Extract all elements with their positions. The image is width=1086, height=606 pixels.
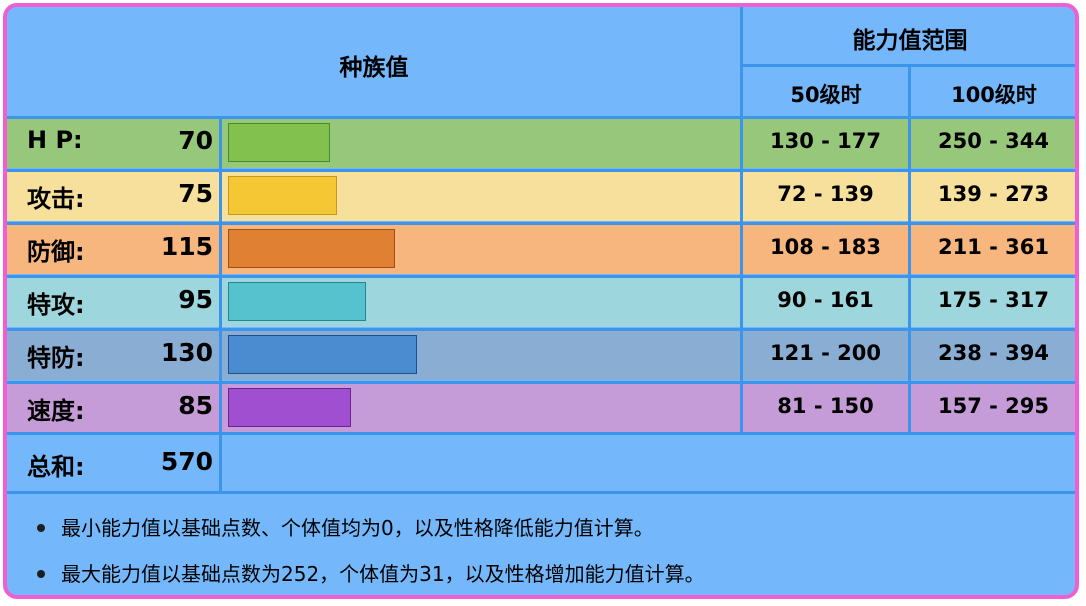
range-lv50: 81 - 150 xyxy=(777,394,874,418)
stat-value: 115 xyxy=(160,232,213,261)
range-lv100: 175 - 317 xyxy=(937,288,1049,312)
range-lv100: 211 - 361 xyxy=(937,235,1049,259)
stat-row: 特攻: 95 90 - 161 175 - 317 xyxy=(7,278,1075,327)
notes: 最小能力值以基础点数、个体值均为0，以及性格降低能力值计算。 最大能力值以基础点… xyxy=(7,494,1075,595)
range-lv50: 108 - 183 xyxy=(769,235,881,259)
stat-label: 速度: xyxy=(27,397,85,425)
grid-line xyxy=(7,432,1075,435)
grid-line xyxy=(7,328,1075,331)
stat-value: 70 xyxy=(178,126,213,155)
stat-value: 95 xyxy=(178,285,213,314)
stat-row: 攻击: 75 72 - 139 139 - 273 xyxy=(7,172,1075,221)
total-label: 总和: xyxy=(27,453,85,481)
grid-line xyxy=(7,169,1075,172)
range-lv50: 90 - 161 xyxy=(777,288,874,312)
grid-line xyxy=(740,7,743,435)
stat-label: H P: xyxy=(27,126,83,154)
grid-line xyxy=(7,222,1075,225)
stat-label: 特防: xyxy=(27,344,85,372)
level50-header: 50级时 xyxy=(790,83,862,107)
base-stats-header: 种族值 xyxy=(339,55,409,81)
total-row: 总和: 570 xyxy=(7,435,1075,491)
stat-value: 75 xyxy=(178,179,213,208)
range-lv50: 72 - 139 xyxy=(777,182,874,206)
stat-bar xyxy=(228,123,330,162)
stat-value: 130 xyxy=(160,338,213,367)
stat-label: 特攻: xyxy=(27,291,85,319)
total-value: 570 xyxy=(160,447,213,476)
stat-bar xyxy=(228,282,366,321)
note-item: 最小能力值以基础点数、个体值均为0，以及性格降低能力值计算。 xyxy=(37,512,654,541)
stat-row: 防御: 115 108 - 183 211 - 361 xyxy=(7,225,1075,274)
stat-label: 防御: xyxy=(27,238,85,266)
grid-line xyxy=(7,275,1075,278)
stat-label: 攻击: xyxy=(27,185,85,213)
note-text: 最小能力值以基础点数、个体值均为0，以及性格降低能力值计算。 xyxy=(61,516,654,540)
grid-line xyxy=(908,64,911,435)
stats-table: 种族值 能力值范围 50级时 100级时 H P: 70 130 - 177 250 … xyxy=(3,3,1079,599)
level100-header: 100级时 xyxy=(951,83,1037,107)
stat-bar xyxy=(228,335,417,374)
grid-line xyxy=(7,381,1075,384)
range-lv100: 250 - 344 xyxy=(937,129,1049,153)
note-text: 最大能力值以基础点数为252，个体值为31，以及性格增加能力值计算。 xyxy=(61,562,705,586)
range-lv100: 139 - 273 xyxy=(937,182,1049,206)
stat-bar xyxy=(228,388,351,427)
stat-bar xyxy=(228,229,395,268)
stat-row: 特防: 130 121 - 200 238 - 394 xyxy=(7,331,1075,380)
range-header: 能力值范围 xyxy=(852,28,968,54)
grid-line xyxy=(219,116,222,491)
range-lv50: 130 - 177 xyxy=(769,129,881,153)
stat-row: 速度: 85 81 - 150 157 - 295 xyxy=(7,384,1075,433)
stat-value: 85 xyxy=(178,391,213,420)
range-lv50: 121 - 200 xyxy=(769,341,881,365)
stat-bar xyxy=(228,176,337,215)
bullet-icon xyxy=(37,523,45,532)
grid-line xyxy=(7,116,1075,119)
range-lv100: 238 - 394 xyxy=(937,341,1049,365)
bullet-icon xyxy=(37,569,45,578)
note-item: 最大能力值以基础点数为252，个体值为31，以及性格增加能力值计算。 xyxy=(37,558,705,587)
stat-row: H P: 70 130 - 177 250 - 344 xyxy=(7,119,1075,168)
range-lv100: 157 - 295 xyxy=(937,394,1049,418)
grid-line xyxy=(7,491,1075,494)
